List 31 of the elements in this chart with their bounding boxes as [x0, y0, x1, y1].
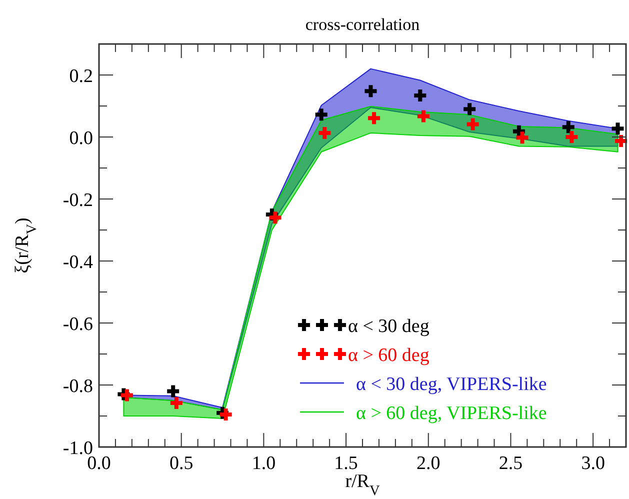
y-tick-label: -0.2: [62, 190, 93, 211]
point: [462, 101, 478, 118]
x-axis-title: r/R$_{V}$: [345, 471, 380, 499]
point: [267, 210, 284, 226]
point: [464, 116, 481, 132]
x-tick-label: 0.0: [87, 453, 111, 474]
point: [165, 383, 182, 400]
point: [415, 108, 432, 124]
x-tick-label: 3.0: [581, 453, 605, 474]
x-tick-label: 1.5: [334, 453, 358, 474]
x-tick-label: 2.0: [416, 453, 440, 474]
y-tick-label: -0.8: [62, 376, 93, 397]
x-tick-label: 2.5: [498, 453, 523, 474]
point: [560, 119, 576, 136]
point: [564, 129, 580, 145]
point: [313, 106, 330, 123]
legend-label: α < 30 deg, VIPERS-like: [356, 374, 547, 395]
point: [610, 120, 626, 137]
legend-label: α > 60 deg: [348, 345, 430, 366]
x-tick-label: 0.5: [169, 453, 194, 474]
y-tick-label: -0.6: [62, 314, 93, 335]
point: [362, 83, 379, 100]
y-tick-label: -0.4: [62, 252, 94, 273]
y-tick-label: 0.2: [69, 66, 93, 87]
legend-label: α > 60 deg, VIPERS-like: [356, 403, 547, 424]
legend-label: α < 30 deg: [348, 316, 430, 337]
point: [366, 110, 382, 126]
chart-title: cross-correlation: [305, 15, 420, 34]
x-tick-label: 1.0: [252, 453, 276, 474]
point: [514, 130, 530, 146]
y-tick-label: 0.0: [69, 128, 93, 149]
